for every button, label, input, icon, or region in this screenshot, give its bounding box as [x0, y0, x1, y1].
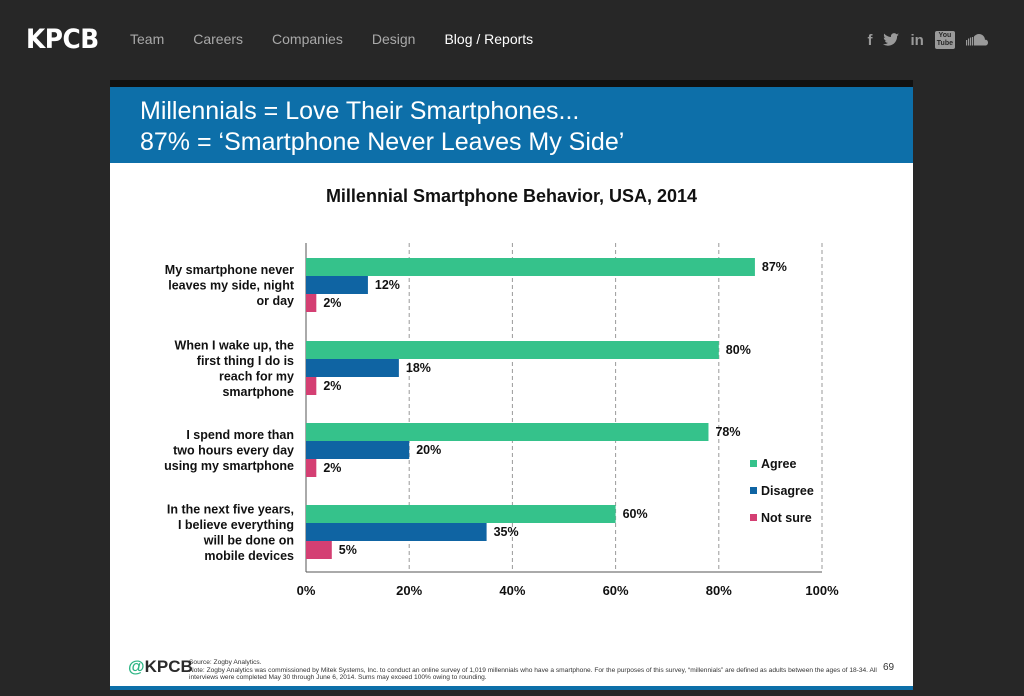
footer-logo: @KPCB — [128, 657, 193, 677]
bar-agree — [306, 505, 616, 523]
category-label: smartphone — [222, 385, 294, 399]
data-label: 78% — [715, 425, 740, 439]
legend-swatch — [750, 487, 757, 494]
nav-link-team[interactable]: Team — [130, 31, 165, 47]
footer-logo-at: @ — [128, 657, 145, 676]
bar-disagree — [306, 523, 487, 541]
legend-label: Agree — [761, 457, 796, 471]
youtube-icon[interactable]: You Tube — [934, 30, 955, 50]
footer-note: Source: Zogby Analytics. Note: Zogby Ana… — [189, 659, 879, 682]
bar-agree — [306, 341, 719, 359]
category-label: will be done on — [203, 533, 294, 547]
bar-agree — [306, 258, 755, 276]
legend-label: Disagree — [761, 484, 814, 498]
data-label: 18% — [406, 361, 431, 375]
slide-title: Millennials = Love Their Smartphones... … — [140, 96, 624, 158]
x-tick-label: 20% — [396, 583, 422, 598]
data-label: 35% — [494, 525, 519, 539]
category-label: or day — [256, 294, 294, 308]
category-label: In the next five years, — [167, 502, 294, 516]
x-tick-label: 60% — [603, 583, 629, 598]
bar-chart: 0% 20% 40% 60% 80% 100% 87% 12% 2% My smartphone … — [164, 243, 839, 598]
footer-logo-name: KPCB — [144, 657, 193, 676]
legend-swatch — [750, 460, 757, 467]
bar-agree — [306, 423, 709, 441]
x-tick-label: 100% — [805, 583, 839, 598]
twitter-icon[interactable] — [883, 30, 900, 50]
data-label: 2% — [323, 379, 341, 393]
data-label: 5% — [339, 543, 357, 557]
category-label: first thing I do is — [197, 354, 294, 368]
slide-title-line-2: 87% = ‘Smartphone Never Leaves My Side’ — [140, 128, 625, 156]
category-label: When I wake up, the — [175, 338, 295, 352]
slide-bottom-border — [110, 686, 913, 690]
social-links: f in You Tube — [856, 30, 988, 50]
soundcloud-icon[interactable] — [966, 30, 988, 50]
legend-label: Not sure — [761, 511, 812, 525]
youtube-top-text: You — [938, 32, 952, 39]
note-text: Note: Zogby Analytics was commissioned b… — [189, 666, 877, 682]
data-label: 2% — [323, 296, 341, 310]
youtube-bottom-text: Tube — [936, 40, 953, 47]
category-label: My smartphone never — [165, 263, 294, 277]
bar-disagree — [306, 441, 410, 459]
data-label: 2% — [323, 461, 341, 475]
nav-link-blog-reports[interactable]: Blog / Reports — [444, 31, 534, 47]
chart-title: Millennial Smartphone Behavior, USA, 201… — [325, 186, 698, 206]
page-number: 69 — [883, 662, 895, 673]
slide-top-border — [110, 80, 913, 87]
category-label: I believe everything — [178, 518, 294, 532]
nav-link-careers[interactable]: Careers — [193, 31, 244, 47]
data-label: 80% — [726, 343, 751, 357]
nav-links: Team Careers Companies Design Blog / Rep… — [130, 31, 562, 47]
top-nav: KPCB Team Careers Companies Design Blog … — [0, 0, 1024, 80]
linkedin-icon[interactable]: in — [910, 31, 924, 49]
slide-title-line-1: Millennials = Love Their Smartphones... — [140, 97, 580, 125]
category-label: reach for my — [219, 369, 294, 383]
data-label: 87% — [762, 260, 787, 274]
bar-disagree — [306, 359, 399, 377]
category-label: using my smartphone — [164, 459, 294, 473]
slide-header-band: Millennials = Love Their Smartphones... … — [110, 87, 913, 163]
bar-not-sure — [306, 459, 317, 477]
bar-not-sure — [306, 541, 332, 559]
source-text: Source: Zogby Analytics. — [189, 659, 262, 666]
data-label: 20% — [416, 443, 441, 457]
x-tick-label: 40% — [499, 583, 525, 598]
category-label: mobile devices — [204, 549, 294, 563]
data-label: 12% — [375, 278, 400, 292]
facebook-icon[interactable]: f — [867, 31, 873, 49]
legend-swatch — [750, 514, 757, 521]
nav-link-design[interactable]: Design — [371, 31, 416, 47]
nav-link-companies[interactable]: Companies — [272, 31, 343, 47]
category-label: leaves my side, night — [168, 279, 295, 293]
category-label: two hours every day — [173, 444, 294, 458]
x-tick-label: 0% — [297, 583, 316, 598]
category-label: I spend more than — [186, 428, 294, 442]
bar-not-sure — [306, 377, 317, 395]
bar-not-sure — [306, 294, 317, 312]
kpcb-logo[interactable]: KPCB — [26, 24, 99, 55]
x-tick-label: 80% — [706, 583, 732, 598]
data-label: 60% — [623, 507, 648, 521]
report-slide: Millennials = Love Their Smartphones... … — [110, 80, 913, 690]
bar-disagree — [306, 276, 368, 294]
